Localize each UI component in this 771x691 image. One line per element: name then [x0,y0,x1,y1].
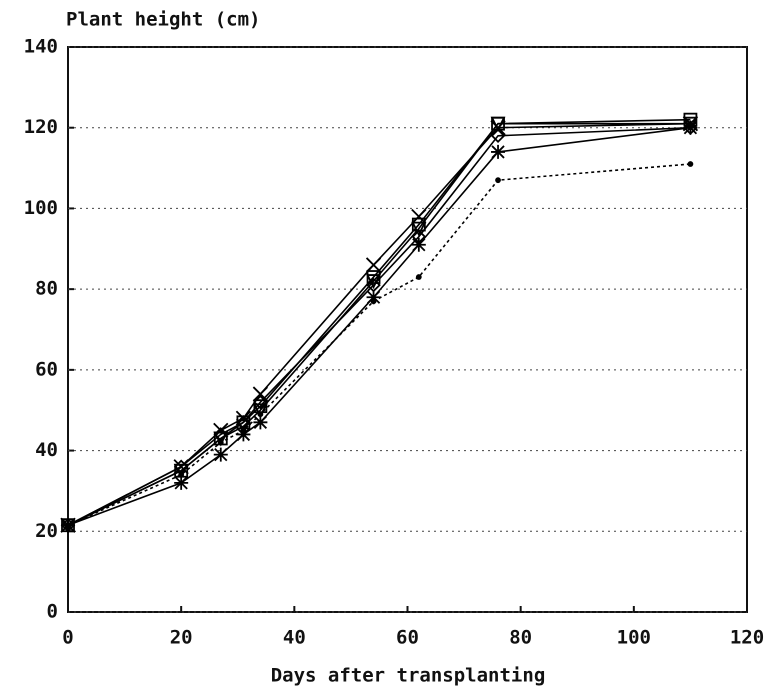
marker [253,394,268,410]
marker [415,274,422,280]
marker [257,411,264,418]
marker [253,415,268,430]
y-tick-label: 20 [35,520,58,542]
x-tick-label: 80 [509,627,532,649]
x-tick-label: 120 [730,627,764,649]
y-tick-label: 100 [24,197,58,219]
x-tick-label: 100 [617,627,651,649]
x-axis-label: Days after transplanting [271,665,546,687]
marker [411,237,426,252]
marker [213,447,228,462]
marker [411,221,427,237]
y-tick-label: 140 [24,36,58,58]
marker [236,427,251,442]
x-tick-label: 40 [283,627,306,649]
series-line [67,122,691,526]
marker [490,128,506,144]
series-line [67,122,691,526]
y-tick-label: 120 [24,116,58,138]
x-tick-label: 60 [396,627,419,649]
series-line [67,126,691,526]
x-tick-label: 20 [170,627,193,649]
series-line [67,126,691,526]
y-axis-label: Plant height (cm) [66,9,260,31]
marker [178,471,185,478]
plot-frame [67,46,748,613]
y-tick-label: 60 [35,358,58,380]
marker [366,290,381,305]
marker [490,116,506,132]
marker [217,439,224,446]
y-tick-label: 40 [35,439,58,461]
marker [252,386,269,402]
marker [491,144,506,159]
marker [495,177,501,184]
series-line [67,118,691,526]
marker [687,161,694,167]
series-line [67,163,691,526]
x-tick-label: 0 [62,627,73,649]
y-tick-label: 80 [35,278,58,300]
y-tick-label: 0 [47,601,58,623]
marker [365,257,382,273]
marker [174,475,189,490]
marker [65,522,71,529]
marker [370,298,377,305]
marker [683,120,698,135]
marker [240,427,247,434]
